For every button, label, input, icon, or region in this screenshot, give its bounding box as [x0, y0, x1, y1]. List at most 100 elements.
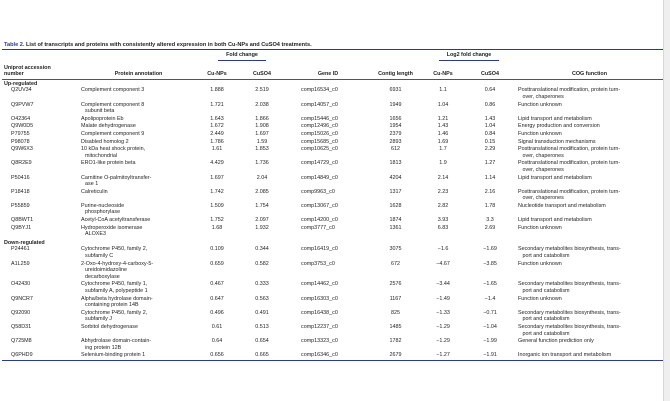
cell-log-cu-nps: −1.27: [422, 352, 464, 361]
table-row: Q9W0D5 Malate dehydrogenase 1.672 1.908 comp…: [2, 123, 663, 131]
cell-protein-annotation: Calreticulin: [81, 188, 108, 195]
table-row: P24461 Cytochrome P450, family 2, subfami…: [2, 246, 663, 260]
cell-cog-function: Secondary metabolites biosynthesis, tran…: [518, 323, 621, 337]
cell-protein-annotation: Disabled homolog 2: [81, 138, 129, 145]
cell-contig-length: 1954: [389, 123, 402, 130]
cell-contig-length: 2679: [369, 352, 422, 361]
cell-accession: Q9BYJ1: [11, 224, 32, 231]
cell-fold-cu-nps: 0.659: [210, 260, 224, 267]
cell-log-cuso4: 1.78: [484, 202, 496, 209]
cell-log-cuso4: 1.43: [484, 115, 496, 122]
cell-accession: Q8R2E9: [11, 160, 32, 167]
cell-fold-cuso4: 1.853: [255, 146, 269, 153]
cell-cog-function: Function unknown: [518, 295, 562, 302]
cell-fold-cu-nps: 0.109: [210, 246, 224, 253]
table-body: Up-regulated Q2UV34 Complement component 3…: [2, 79, 663, 361]
cell-protein-annotation: Alpha/beta hydrolase domain- containing …: [81, 295, 153, 309]
cell-fold-cuso4: 0.491: [255, 309, 269, 316]
cell-contig-length: 612: [391, 146, 400, 153]
cell-log-cuso4: 0.84: [484, 130, 496, 137]
cell-gene-id: comp14729_c0: [301, 160, 338, 167]
cell-fold-cuso4: 1.754: [255, 202, 269, 209]
cell-fold-cuso4: 0.582: [255, 260, 269, 267]
cell-fold-cuso4: 2.038: [255, 101, 269, 108]
cell-protein-annotation: Abhydrolase domain-contain- ing protein …: [81, 338, 152, 351]
cell-gene-id: comp9963_c0: [301, 188, 335, 195]
cell-accession: P18418: [11, 188, 30, 195]
cell-log-cuso4: 1.27: [484, 160, 496, 167]
cell-contig-length: 825: [391, 309, 400, 316]
cell-log-cuso4: 0.64: [484, 87, 496, 94]
cell-log-cuso4: 1.04: [484, 123, 496, 130]
cell-cog-function: Lipid transport and metabolism: [518, 115, 592, 122]
cell-protein-annotation: Complement component 8 subunit beta: [81, 101, 145, 115]
cell-accession: Q92090: [11, 309, 31, 316]
cell-protein-annotation: Cytochrome P450, family 2, subfamily J: [81, 309, 148, 323]
cell-gene-id: comp14057_c0: [301, 101, 338, 108]
cell-fold-cu-nps: 1.509: [210, 202, 224, 209]
table-row: Q2UV34 Complement component 3 1.888 2.519 co…: [2, 87, 663, 101]
header-fold-cu-nps: Cu-NPs: [197, 60, 237, 80]
header-fold-cuso4: CuSO4: [237, 60, 287, 80]
header-group-log2-fold-change: Log2 fold change: [422, 48, 516, 61]
cell-accession: P79755: [11, 130, 30, 137]
cell-cog-function: Nucleotide transport and metabolism: [518, 202, 606, 209]
cell-cog-function: Function unknown: [518, 224, 562, 231]
cell-log-cu-nps: 1.46: [437, 130, 449, 137]
cell-fold-cuso4: 0.654: [255, 338, 269, 345]
cell-gene-id: comp16438_c0: [301, 309, 338, 316]
cell-accession: O42430: [11, 281, 31, 288]
cell-protein-annotation: Cytochrome P450, family 1, subfamily A, …: [81, 281, 148, 294]
header-log-cuso4: CuSO4: [464, 60, 516, 80]
cell-fold-cu-nps: 1.742: [210, 188, 224, 195]
cell-protein-annotation: Malate dehydrogenase: [81, 123, 136, 130]
header-contig-length: Contig length: [369, 60, 422, 80]
cell-accession: Q9W0D5: [11, 123, 34, 130]
header-log-cu-nps: Cu-NPs: [422, 60, 464, 80]
cell-log-cu-nps: 1.43: [437, 123, 449, 130]
table-row: Q58D31 Sorbitol dehydrogenase 0.61 0.513 com…: [2, 324, 663, 338]
cell-accession: P50416: [11, 174, 30, 181]
cell-log-cu-nps: −1.33: [436, 309, 450, 316]
table-row: P79755 Complement component 9 2.449 1.697 co…: [2, 131, 663, 139]
cell-contig-length: 3075: [389, 246, 402, 253]
section-header: Up-regulated: [2, 79, 663, 87]
cell-gene-id: comp3753_c0: [301, 260, 335, 267]
cell-gene-id: comp16303_c0: [301, 295, 338, 302]
cell-log-cu-nps: −3.44: [436, 281, 450, 288]
cell-gene-id: comp16534_c0: [301, 87, 338, 94]
cell-accession: A1L259: [11, 260, 30, 267]
cell-protein-annotation: Complement component 9: [81, 130, 145, 137]
cell-protein-annotation: 2-Oxo-4-hydroxy-4-carboxy-5- ureidoimida…: [81, 260, 154, 280]
cell-gene-id: comp15685_c0: [301, 138, 338, 145]
cell-contig-length: 4204: [389, 174, 402, 181]
cell-fold-cu-nps: 2.449: [210, 130, 224, 137]
cell-log-cuso4: −3.85: [483, 260, 497, 267]
cell-gene-id: comp12237_c0: [301, 323, 338, 330]
section-label: Up-regulated: [4, 80, 38, 87]
cell-log-cu-nps: −1.29: [436, 338, 450, 345]
table-caption: Table 2. List of transcripts and protein…: [2, 42, 663, 49]
vertical-scrollbar[interactable]: [663, 0, 670, 401]
cell-contig-length: 1949: [389, 101, 402, 108]
cell-log-cuso4: 0.15: [484, 138, 496, 145]
cell-contig-length: 2576: [389, 281, 402, 288]
cell-fold-cuso4: 1.59: [256, 138, 268, 145]
cell-fold-cuso4: 0.344: [255, 246, 269, 253]
cell-log-cuso4: −1.4: [484, 295, 496, 302]
header-cog-function: COG function: [516, 60, 663, 80]
cell-fold-cu-nps: 1.643: [210, 115, 224, 122]
cell-fold-cu-nps: 1.68: [211, 224, 223, 231]
cell-gene-id: comp15026_c0: [301, 130, 338, 137]
table-row: Q9PVW7 Complement component 8 subunit bet…: [2, 102, 663, 116]
cell-log-cu-nps: 1.69: [437, 138, 449, 145]
cell-gene-id: comp14462_c0: [301, 281, 338, 288]
table-row: Q92090 Cytochrome P450, family 2, subfami…: [2, 310, 663, 324]
cell-fold-cu-nps: 1.888: [210, 87, 224, 94]
cell-log-cu-nps: 1.1: [439, 87, 447, 94]
table-row: P98078 Disabled homolog 2 1.786 1.59 comp156…: [2, 139, 663, 147]
table-row: Q8BWT1 Acetyl-CoA acetyltransferase 1.752 2…: [2, 217, 663, 225]
cell-protein-annotation: Hydroperoxide isomerase ALOXE3: [81, 224, 143, 238]
cell-gene-id: comp12496_c0: [301, 123, 338, 130]
cell-cog-function: Posttranslational modification, protein …: [518, 188, 621, 202]
